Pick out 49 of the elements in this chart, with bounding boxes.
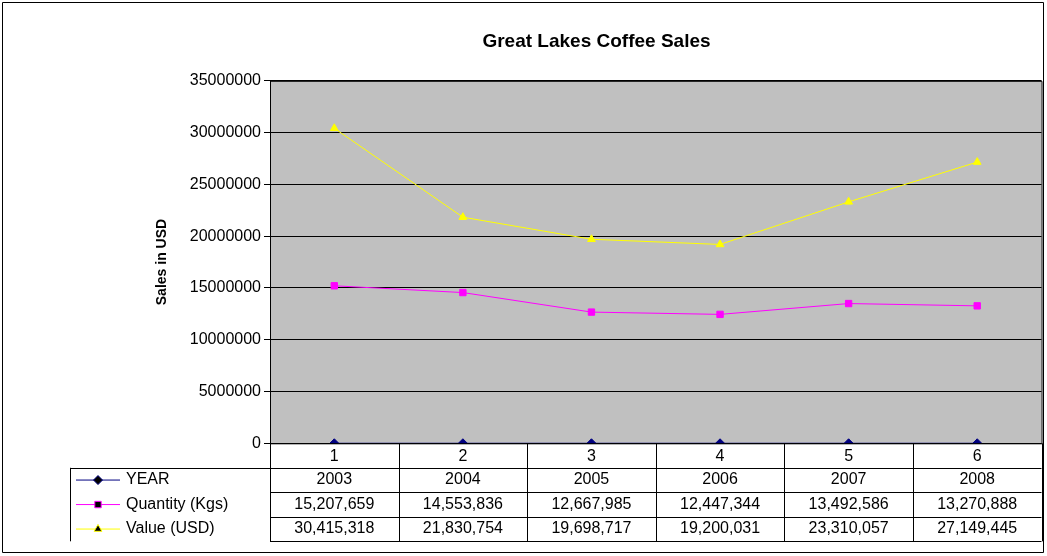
data-label: 21,830,754 (422, 519, 504, 537)
x-tick-label: 3 (587, 447, 597, 465)
y-tick-label: 25000000 (189, 174, 262, 192)
legend-label: YEAR (126, 470, 170, 488)
data-label: 30,415,318 (294, 519, 375, 537)
point (716, 310, 724, 319)
point (329, 123, 339, 132)
data-label: 13,492,586 (808, 494, 889, 512)
y-axis-title: Sales in USD (153, 218, 170, 306)
point (715, 239, 725, 248)
x-tick-label: 1 (329, 447, 339, 465)
data-label: 27,149,445 (937, 519, 1018, 537)
data-label: 13,270,888 (937, 494, 1018, 512)
data-label: 23,310,057 (808, 519, 889, 537)
y-tick-label: 10000000 (189, 330, 262, 348)
legend-label: Quantity (Kgs) (126, 494, 229, 512)
data-label: 19,698,717 (551, 519, 632, 537)
legend-label: Value (USD) (126, 519, 215, 537)
data-label: 2006 (702, 470, 738, 488)
point (587, 308, 596, 316)
data-label: 2003 (316, 470, 353, 488)
x-tick-label: 6 (972, 447, 982, 465)
data-label: 2004 (445, 470, 481, 488)
data-label: 2007 (830, 470, 867, 488)
y-tick-label: 0 (252, 433, 262, 451)
point (330, 282, 338, 290)
point (458, 212, 468, 220)
point (973, 302, 981, 310)
data-label: 2005 (573, 470, 610, 488)
data-label: 2008 (959, 470, 996, 488)
y-tick-label: 20000000 (189, 226, 262, 244)
chart-title: Great Lakes Coffee Sales (482, 29, 711, 51)
y-tick-label: 15000000 (189, 278, 262, 296)
point (587, 234, 596, 243)
point (459, 288, 467, 297)
data-label: 15,207,659 (294, 494, 375, 512)
point (844, 299, 853, 308)
data-label: 19,200,031 (680, 519, 761, 537)
y-tick-label: 35000000 (189, 71, 262, 89)
x-tick-label: 2 (458, 447, 468, 465)
x-tick-label: 4 (715, 447, 725, 465)
data-label: 12,667,985 (551, 494, 632, 512)
y-tick-label: 30000000 (189, 122, 262, 140)
point (972, 157, 982, 165)
x-tick-label: 5 (844, 447, 854, 465)
y-tick-label: 5000000 (198, 381, 262, 399)
point (844, 196, 854, 205)
data-label: 12,447,344 (680, 494, 761, 512)
data-label: 14,553,836 (422, 494, 504, 512)
